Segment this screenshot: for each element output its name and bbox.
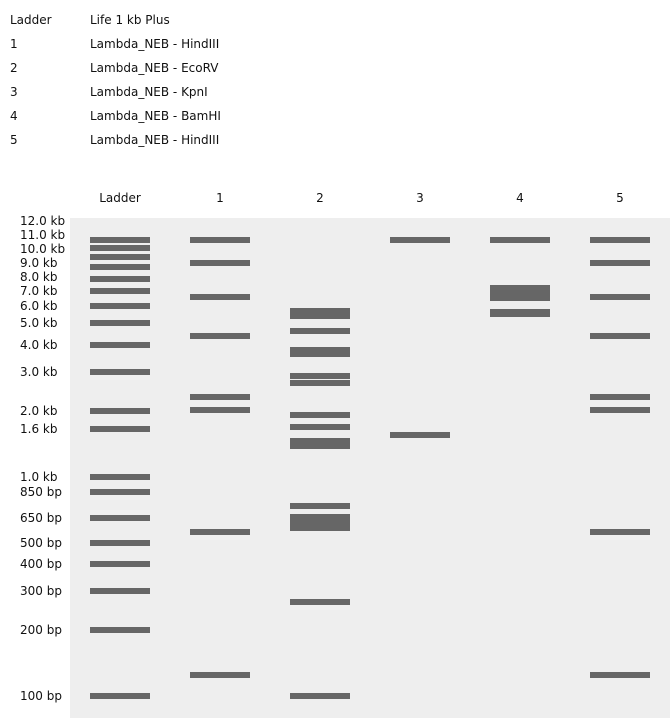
ladder-band bbox=[90, 489, 150, 495]
lane-header: 2 bbox=[316, 191, 324, 205]
ladder-band bbox=[90, 540, 150, 546]
lane-2-band bbox=[290, 328, 350, 334]
lane-header: 1 bbox=[216, 191, 224, 205]
lane-2-band bbox=[290, 443, 350, 449]
lane-4-band bbox=[490, 285, 550, 291]
ladder-size-label: 200 bp bbox=[20, 623, 62, 637]
ladder-size-label: 1.6 kb bbox=[20, 422, 58, 436]
legend-sample: Life 1 kb Plus bbox=[90, 13, 170, 27]
lane-5-band bbox=[590, 294, 650, 300]
ladder-size-label: 300 bp bbox=[20, 584, 62, 598]
lane-2-band bbox=[290, 412, 350, 418]
ladder-band bbox=[90, 320, 150, 326]
lane-2-band bbox=[290, 373, 350, 379]
lane-5-band bbox=[590, 529, 650, 535]
lane-5-band bbox=[590, 237, 650, 243]
legend-sample: Lambda_NEB - KpnI bbox=[90, 85, 208, 99]
legend-lane: Ladder bbox=[10, 13, 52, 27]
lane-2-band bbox=[290, 503, 350, 509]
ladder-size-label: 400 bp bbox=[20, 557, 62, 571]
lane-1-band bbox=[190, 529, 250, 535]
lane-5-band bbox=[590, 260, 650, 266]
ladder-band bbox=[90, 245, 150, 251]
lane-3-band bbox=[390, 237, 450, 243]
ladder-band bbox=[90, 408, 150, 414]
legend-lane: 3 bbox=[10, 85, 18, 99]
legend-lane: 4 bbox=[10, 109, 18, 123]
legend-lane: 5 bbox=[10, 133, 18, 147]
lane-header: 4 bbox=[516, 191, 524, 205]
lane-1-band bbox=[190, 260, 250, 266]
lane-2-band bbox=[290, 347, 350, 353]
lane-4-band bbox=[490, 311, 550, 317]
ladder-band bbox=[90, 474, 150, 480]
ladder-size-label: 12.0 kb bbox=[20, 214, 66, 228]
lane-2-band bbox=[290, 351, 350, 357]
ladder-size-label: 7.0 kb bbox=[20, 284, 58, 298]
ladder-band bbox=[90, 627, 150, 633]
lane-2-band bbox=[290, 308, 350, 314]
lane-2-band bbox=[290, 313, 350, 319]
ladder-size-label: 9.0 kb bbox=[20, 256, 58, 270]
ladder-size-label: 650 bp bbox=[20, 511, 62, 525]
lane-2-band bbox=[290, 424, 350, 430]
ladder-band bbox=[90, 369, 150, 375]
lane-2-band bbox=[290, 380, 350, 386]
ladder-band bbox=[90, 237, 150, 243]
lane-header: 3 bbox=[416, 191, 424, 205]
ladder-band bbox=[90, 426, 150, 432]
lane-4-band bbox=[490, 295, 550, 301]
lane-2-band bbox=[290, 438, 350, 444]
legend-lane: 1 bbox=[10, 37, 18, 51]
lane-header: Ladder bbox=[99, 191, 141, 205]
ladder-size-label: 500 bp bbox=[20, 536, 62, 550]
ladder-band bbox=[90, 693, 150, 699]
lane-1-band bbox=[190, 394, 250, 400]
ladder-band bbox=[90, 254, 150, 260]
legend-sample: Lambda_NEB - BamHI bbox=[90, 109, 221, 123]
ladder-band bbox=[90, 515, 150, 521]
lane-2-band bbox=[290, 514, 350, 520]
ladder-band bbox=[90, 288, 150, 294]
ladder-size-label: 3.0 kb bbox=[20, 365, 58, 379]
ladder-size-label: 10.0 kb bbox=[20, 242, 66, 256]
ladder-band bbox=[90, 303, 150, 309]
legend-sample: Lambda_NEB - EcoRV bbox=[90, 61, 219, 75]
ladder-band bbox=[90, 588, 150, 594]
lane-5-band bbox=[590, 333, 650, 339]
lane-2-band bbox=[290, 599, 350, 605]
lane-2-band bbox=[290, 525, 350, 531]
ladder-band bbox=[90, 342, 150, 348]
gel bbox=[70, 218, 670, 718]
ladder-size-label: 850 bp bbox=[20, 485, 62, 499]
ladder-band bbox=[90, 561, 150, 567]
lane-3-band bbox=[390, 432, 450, 438]
lane-2-band bbox=[290, 520, 350, 526]
lane-2-band bbox=[290, 693, 350, 699]
legend-sample: Lambda_NEB - HindIII bbox=[90, 133, 220, 147]
legend-lane: 2 bbox=[10, 61, 18, 75]
lane-5-band bbox=[590, 394, 650, 400]
ladder-size-label: 1.0 kb bbox=[20, 470, 58, 484]
ladder-band bbox=[90, 264, 150, 270]
lane-1-band bbox=[190, 333, 250, 339]
legend-sample: Lambda_NEB - HindIII bbox=[90, 37, 220, 51]
ladder-size-label: 100 bp bbox=[20, 689, 62, 703]
ladder-size-label: 5.0 kb bbox=[20, 316, 58, 330]
lane-1-band bbox=[190, 294, 250, 300]
lane-header: 5 bbox=[616, 191, 624, 205]
lane-1-band bbox=[190, 237, 250, 243]
lane-1-band bbox=[190, 672, 250, 678]
ladder-size-label: 11.0 kb bbox=[20, 228, 66, 242]
ladder-size-label: 2.0 kb bbox=[20, 404, 58, 418]
ladder-size-label: 6.0 kb bbox=[20, 299, 58, 313]
ladder-size-label: 8.0 kb bbox=[20, 270, 58, 284]
lane-4-band bbox=[490, 237, 550, 243]
lane-1-band bbox=[190, 407, 250, 413]
lane-4-band bbox=[490, 291, 550, 297]
ladder-band bbox=[90, 276, 150, 282]
ladder-size-label: 4.0 kb bbox=[20, 338, 58, 352]
lane-5-band bbox=[590, 407, 650, 413]
lane-5-band bbox=[590, 672, 650, 678]
